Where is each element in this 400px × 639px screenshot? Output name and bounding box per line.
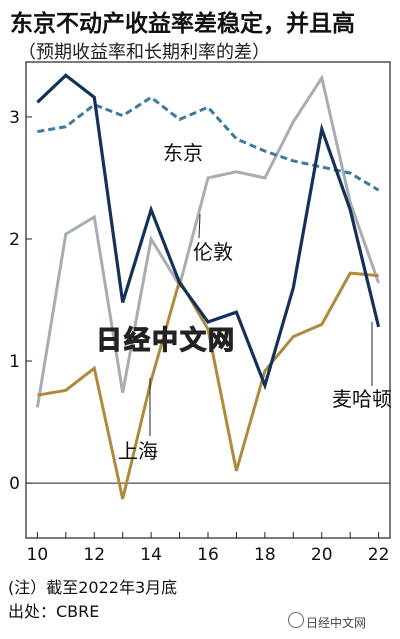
chart-note: (注）截至2022年3月底 [8,578,178,597]
x-tick-label: 18 [254,545,276,565]
y-tick-label: 0 [9,474,20,494]
x-tick-label: 12 [83,545,105,565]
series-line-3 [36,73,381,391]
watermark: 日经中文网 [95,325,237,356]
x-tick-label: 16 [197,545,219,565]
x-tick-label: 10 [27,545,49,565]
brand-label: 日经中文网 [306,616,367,630]
series-label: 东京 [163,141,203,165]
y-tick-label: 3 [9,108,20,128]
wechat-icon [288,612,304,628]
y-tick-label: 2 [9,230,20,250]
series-line-4 [37,271,379,500]
x-tick-label: 22 [368,545,390,565]
series-line-2 [35,74,381,408]
label-leader [198,213,201,239]
x-tick-label: 14 [140,545,162,565]
x-tick-label: 20 [311,545,333,565]
series-label: 麦哈顿 [332,387,392,411]
series-label: 伦敦 [193,240,233,264]
chart-source: 出处：CBRE [8,602,100,621]
chart-subtitle: （预期收益率和长期利率的差） [18,42,270,63]
y-tick-label: 1 [9,352,20,372]
series-label: 上海 [118,439,158,463]
chart-title: 东京不动产收益率差稳定，并且高 [10,11,355,37]
